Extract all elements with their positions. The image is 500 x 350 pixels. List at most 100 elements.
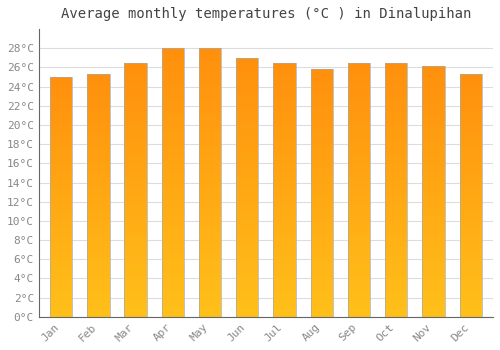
- Bar: [50, 287, 72, 290]
- Bar: [460, 214, 482, 217]
- Bar: [50, 308, 72, 311]
- Bar: [236, 233, 258, 236]
- Bar: [87, 244, 110, 247]
- Bar: [274, 117, 295, 120]
- Bar: [199, 273, 222, 276]
- Bar: [274, 171, 295, 174]
- Bar: [385, 130, 407, 133]
- Bar: [310, 91, 333, 94]
- Bar: [422, 241, 444, 245]
- Bar: [460, 86, 482, 89]
- Bar: [348, 145, 370, 148]
- Bar: [199, 125, 222, 129]
- Bar: [422, 81, 444, 84]
- Bar: [162, 82, 184, 85]
- Bar: [199, 99, 222, 102]
- Bar: [274, 234, 295, 237]
- Bar: [385, 314, 407, 317]
- Bar: [460, 168, 482, 171]
- Bar: [162, 290, 184, 293]
- Bar: [274, 180, 295, 183]
- Bar: [236, 142, 258, 145]
- Bar: [162, 193, 184, 196]
- Bar: [162, 125, 184, 129]
- Bar: [460, 262, 482, 265]
- Bar: [385, 161, 407, 164]
- Bar: [124, 218, 147, 222]
- Bar: [348, 164, 370, 167]
- Bar: [87, 122, 110, 126]
- Bar: [50, 188, 72, 191]
- Bar: [236, 87, 258, 90]
- Bar: [422, 169, 444, 172]
- Bar: [162, 58, 184, 62]
- Bar: [50, 122, 72, 125]
- Bar: [422, 144, 444, 147]
- Bar: [124, 199, 147, 202]
- Bar: [422, 219, 444, 223]
- Bar: [422, 110, 444, 113]
- Bar: [199, 85, 222, 89]
- Bar: [50, 266, 72, 269]
- Bar: [274, 288, 295, 292]
- Bar: [50, 218, 72, 221]
- Bar: [162, 300, 184, 303]
- Bar: [310, 301, 333, 304]
- Bar: [385, 126, 407, 130]
- Bar: [274, 63, 295, 66]
- Bar: [50, 263, 72, 266]
- Bar: [199, 95, 222, 99]
- Bar: [199, 303, 222, 307]
- Bar: [199, 253, 222, 257]
- Bar: [236, 310, 258, 314]
- Bar: [162, 226, 184, 230]
- Bar: [236, 285, 258, 288]
- Bar: [348, 263, 370, 266]
- Bar: [50, 167, 72, 170]
- Bar: [87, 171, 110, 174]
- Bar: [348, 228, 370, 231]
- Bar: [199, 169, 222, 173]
- Bar: [460, 132, 482, 135]
- Bar: [87, 217, 110, 220]
- Bar: [348, 307, 370, 310]
- Bar: [310, 181, 333, 184]
- Bar: [236, 152, 258, 155]
- Bar: [310, 79, 333, 82]
- Bar: [310, 286, 333, 289]
- Bar: [422, 207, 444, 210]
- Bar: [199, 196, 222, 199]
- Bar: [274, 285, 295, 288]
- Bar: [124, 113, 147, 117]
- Bar: [460, 111, 482, 113]
- Bar: [124, 107, 147, 110]
- Bar: [87, 311, 110, 314]
- Bar: [87, 159, 110, 162]
- Bar: [460, 153, 482, 156]
- Bar: [422, 257, 444, 260]
- Bar: [422, 288, 444, 292]
- Bar: [236, 110, 258, 113]
- Bar: [422, 251, 444, 254]
- Bar: [460, 238, 482, 241]
- Bar: [162, 310, 184, 314]
- Bar: [162, 116, 184, 119]
- Bar: [348, 113, 370, 117]
- Bar: [385, 142, 407, 145]
- Bar: [162, 250, 184, 253]
- Bar: [274, 205, 295, 209]
- Bar: [460, 217, 482, 220]
- Bar: [422, 229, 444, 232]
- Bar: [310, 199, 333, 202]
- Bar: [199, 129, 222, 132]
- Bar: [236, 106, 258, 110]
- Bar: [460, 174, 482, 177]
- Bar: [310, 261, 333, 264]
- Bar: [460, 277, 482, 280]
- Bar: [422, 201, 444, 204]
- Bar: [162, 159, 184, 162]
- Bar: [385, 101, 407, 104]
- Bar: [385, 193, 407, 196]
- Bar: [124, 158, 147, 161]
- Bar: [385, 263, 407, 266]
